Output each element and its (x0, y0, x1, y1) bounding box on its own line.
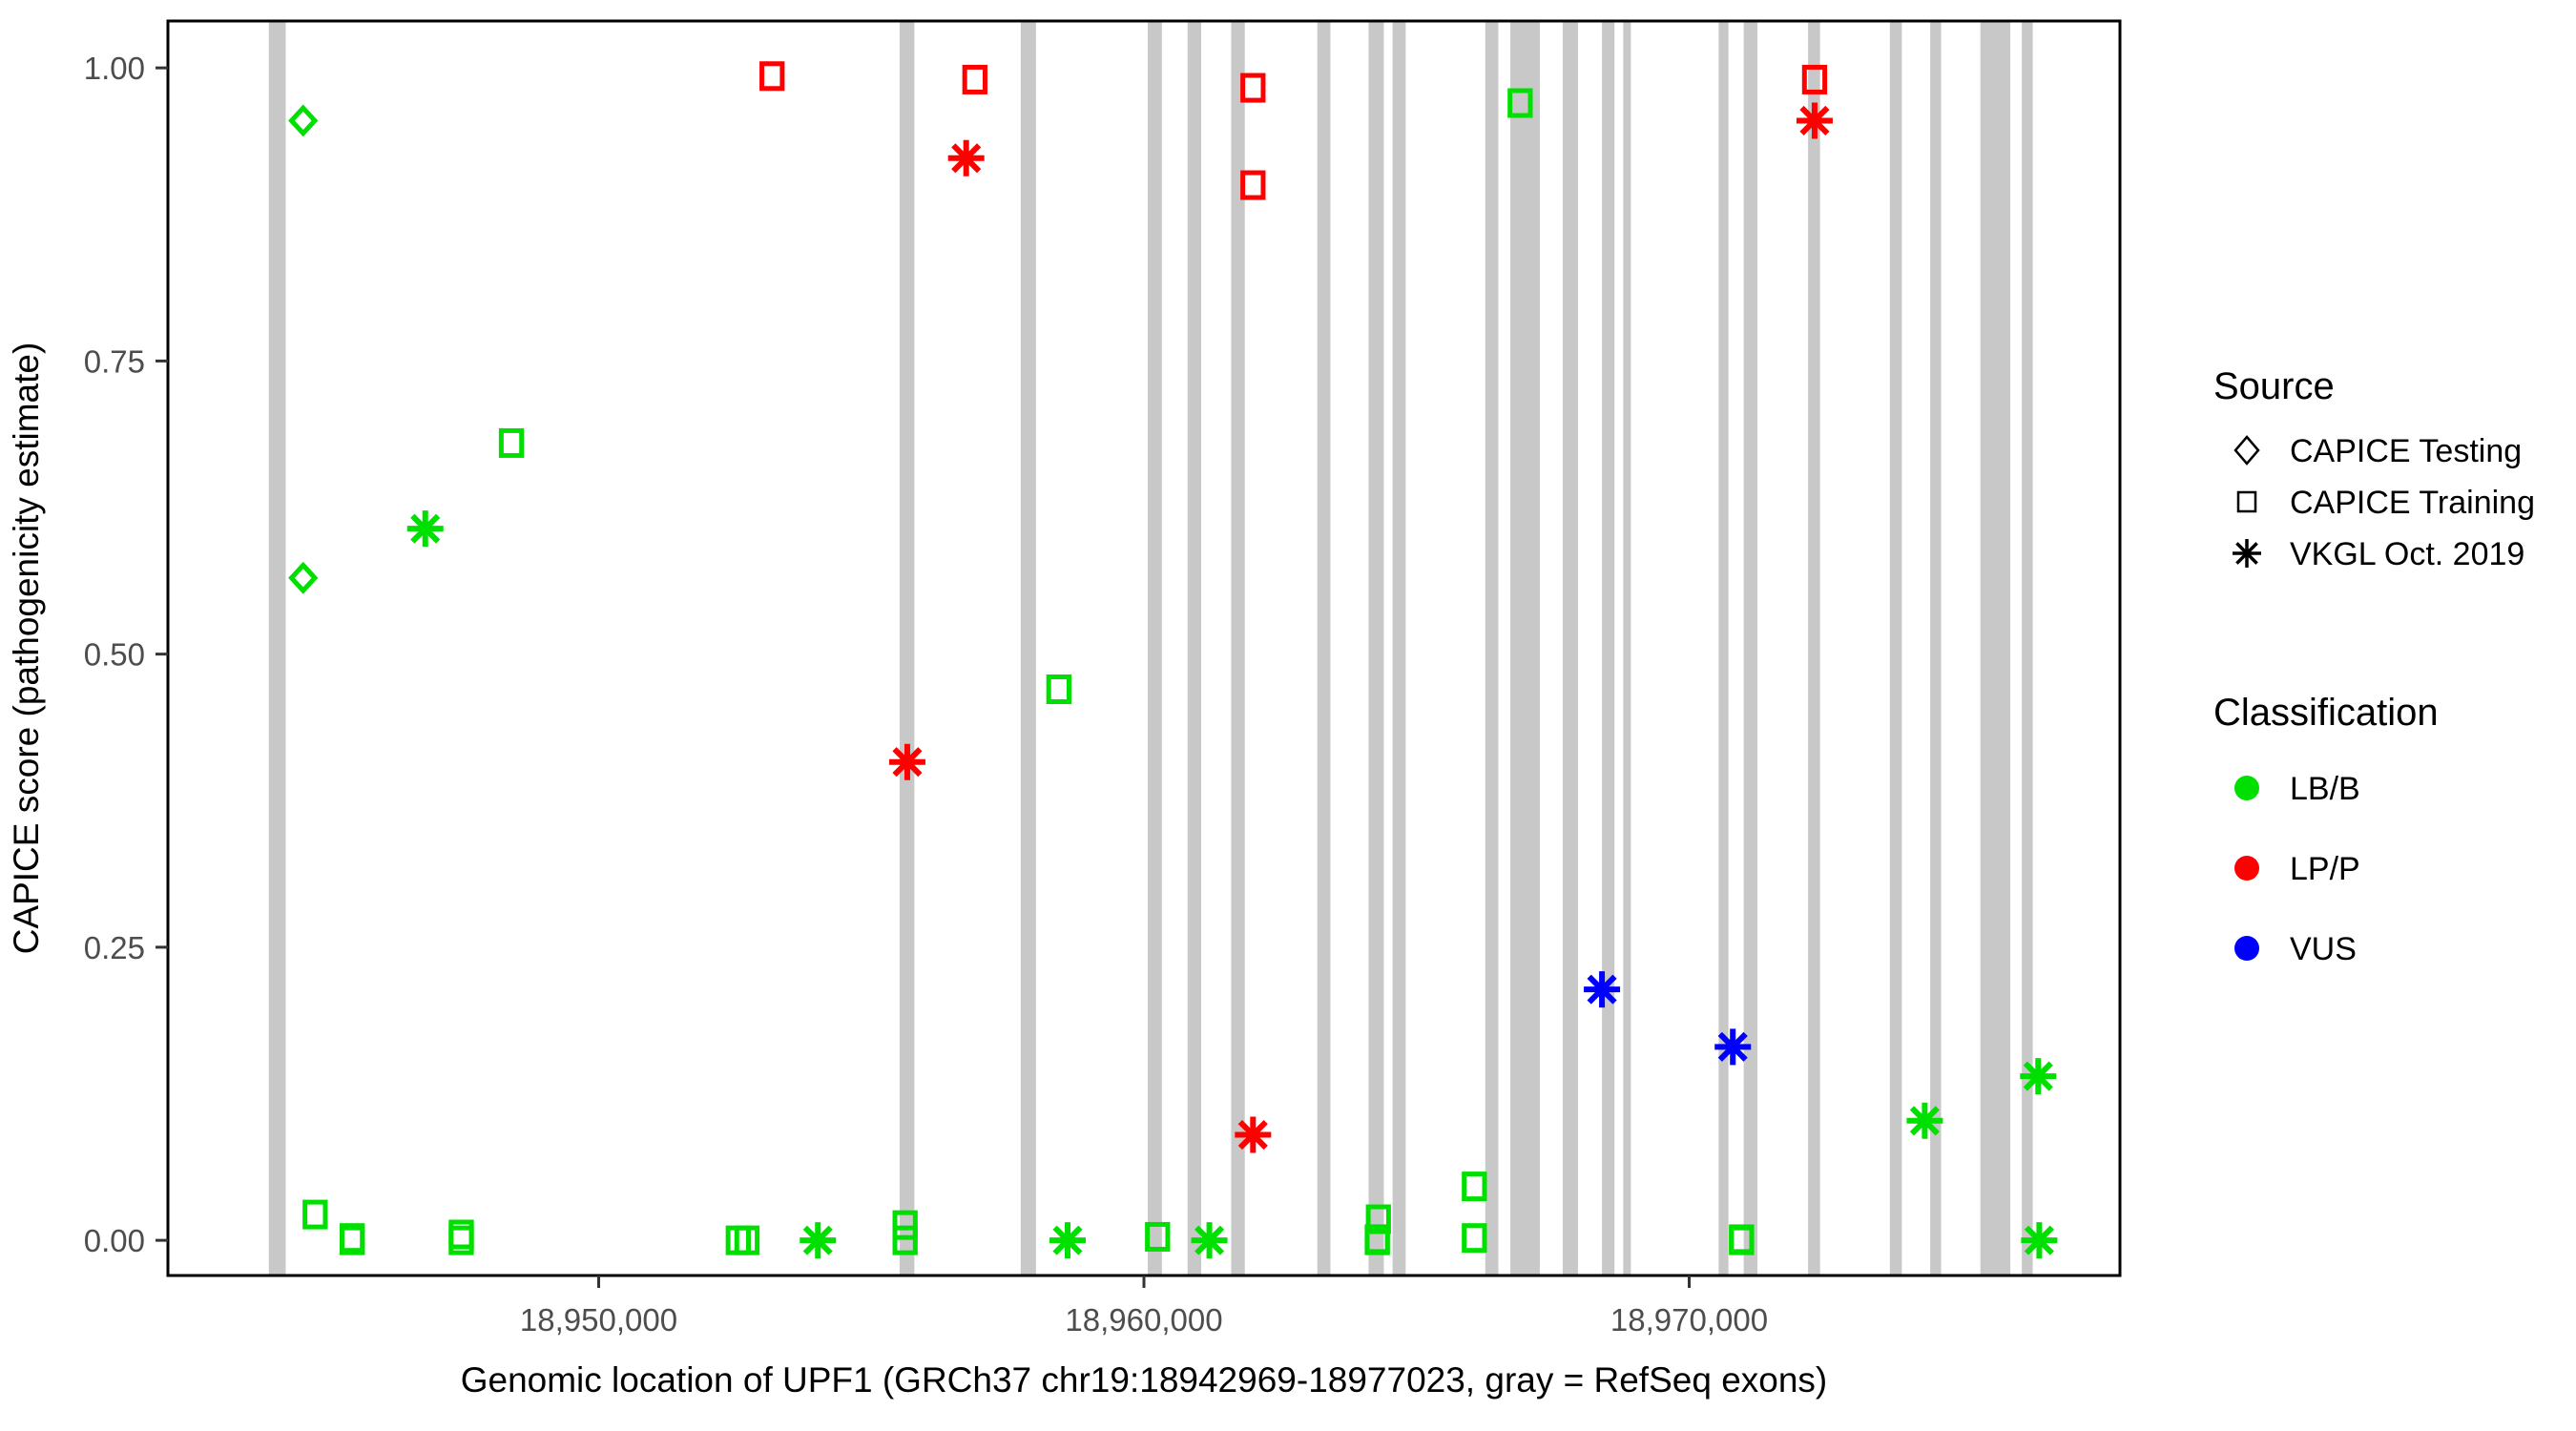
point-marker-asterisk (406, 510, 444, 548)
x-axis-title: Genomic location of UPF1 (GRCh37 chr19:1… (461, 1360, 1828, 1400)
legend-source-item-label: VKGL Oct. 2019 (2290, 536, 2524, 572)
exon-bar (2022, 21, 2033, 1275)
legend-source: Source CAPICE Testing CAPICE Training VKGL … (2213, 365, 2535, 572)
legend-asterisk-icon (2233, 539, 2261, 568)
point-marker-asterisk (947, 139, 985, 176)
exon-bar (1808, 21, 1820, 1275)
exon-bar (1485, 21, 1499, 1275)
y-tick-label: 1.00 (84, 51, 145, 86)
x-tick-label: 18,950,000 (520, 1302, 677, 1338)
point-marker-square (302, 1199, 328, 1230)
point-marker-square (892, 1210, 918, 1240)
legend-classification: Classification LB/B LP/P VUS (2213, 692, 2439, 967)
y-tick-label: 0.50 (84, 637, 145, 673)
point-marker-square (1462, 1223, 1487, 1254)
point-marker-asterisk (2021, 1222, 2058, 1259)
point-marker-square (1240, 170, 1266, 200)
exon-bar (1148, 21, 1162, 1275)
exon-bar (899, 21, 915, 1275)
point-marker-square (734, 1225, 760, 1255)
legend-diamond-icon (2233, 435, 2260, 466)
legend-source-title: Source (2213, 365, 2335, 407)
x-axis: 18,950,000 18,960,000 18,970,000 Genomic lo… (461, 1275, 1828, 1400)
exon-bar (1930, 21, 1942, 1275)
legend-classification-item-label: LB/B (2290, 771, 2360, 807)
data-points-layer (288, 61, 2058, 1259)
exon-bar (1187, 21, 1202, 1275)
legend-source-item-label: CAPICE Training (2290, 485, 2535, 521)
exon-bar (1368, 21, 1384, 1275)
y-tick-label: 0.75 (84, 343, 145, 379)
point-marker-diamond (288, 561, 319, 594)
point-marker-square (1801, 64, 1828, 94)
legend-color-dot-icon (2234, 936, 2259, 961)
plot-panel-background (168, 21, 2120, 1275)
exon-bar (1510, 21, 1540, 1275)
exon-bar (1231, 21, 1245, 1275)
point-marker-square (1240, 73, 1266, 103)
x-tick-label: 18,960,000 (1065, 1302, 1222, 1338)
point-marker-asterisk (1796, 102, 1833, 139)
exon-bar (1623, 21, 1631, 1275)
point-marker-square (892, 1225, 918, 1255)
point-marker-square (1462, 1172, 1487, 1202)
legend-classification-item-label: LP/P (2290, 851, 2360, 887)
x-tick-label: 18,970,000 (1610, 1302, 1768, 1338)
point-marker-square (1365, 1204, 1391, 1234)
point-marker-square (498, 427, 525, 458)
exon-bar (1602, 21, 1615, 1275)
exon-bar (1392, 21, 1406, 1275)
point-marker-square (1046, 674, 1072, 705)
y-axis: 1.00 0.75 0.50 0.25 0.00 CAPICE score (pathog… (7, 51, 168, 1258)
point-marker-square (340, 1225, 365, 1255)
legend-classification-item-label: VUS (2290, 931, 2357, 967)
point-marker-square (1364, 1224, 1390, 1255)
y-tick-label: 0.25 (84, 930, 145, 965)
point-marker-asterisk (1584, 971, 1621, 1008)
exon-bar (1020, 21, 1036, 1275)
exon-bar (1562, 21, 1578, 1275)
point-marker-square (759, 61, 785, 92)
exon-bar (1980, 21, 2011, 1275)
legend-color-dot-icon (2234, 856, 2259, 881)
legend-classification-title: Classification (2213, 692, 2439, 734)
point-marker-square (1507, 88, 1533, 118)
point-marker-asterisk (1049, 1222, 1086, 1259)
point-marker-asterisk (1235, 1116, 1272, 1153)
exon-bars-layer (268, 21, 2033, 1275)
legend-square-icon (2236, 490, 2257, 513)
point-marker-asterisk (2020, 1058, 2057, 1095)
point-marker-asterisk (1191, 1222, 1228, 1259)
y-tick-label: 0.00 (84, 1223, 145, 1258)
point-marker-square (1729, 1225, 1755, 1255)
point-marker-asterisk (800, 1222, 837, 1259)
exon-bar (1889, 21, 1902, 1275)
point-marker-square (962, 64, 987, 94)
point-marker-asterisk (1714, 1028, 1752, 1066)
exon-bar (1718, 21, 1729, 1275)
exon-bar (1317, 21, 1331, 1275)
y-axis-title: CAPICE score (pathogenicity estimate) (7, 342, 46, 955)
legend-color-dot-icon (2234, 776, 2259, 800)
point-marker-diamond (288, 104, 319, 137)
point-marker-square (448, 1225, 474, 1255)
point-marker-asterisk (1906, 1102, 1943, 1139)
legend-source-item-label: CAPICE Testing (2290, 433, 2522, 469)
exon-bar (1743, 21, 1757, 1275)
point-marker-asterisk (888, 743, 925, 780)
exon-bar (268, 21, 286, 1275)
point-marker-square (1145, 1221, 1171, 1252)
